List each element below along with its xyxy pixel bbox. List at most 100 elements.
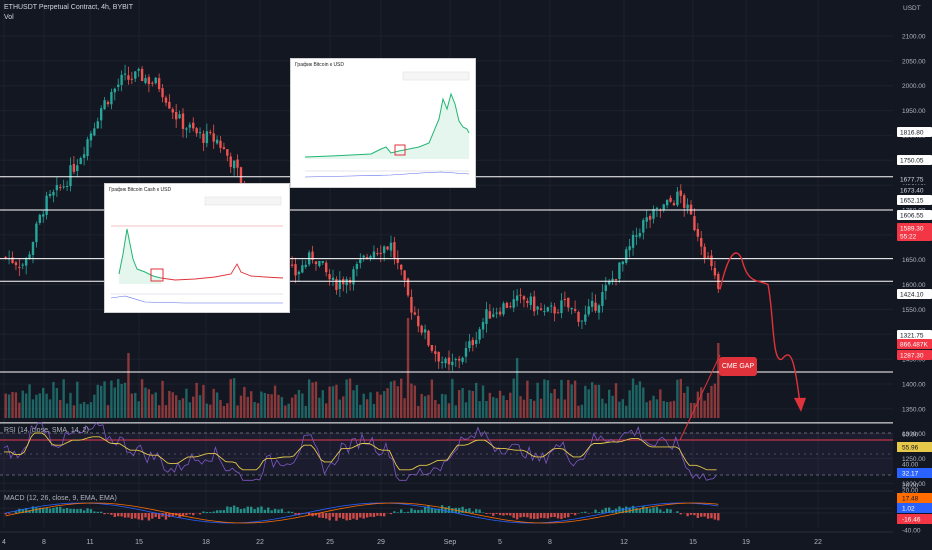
macd-histogram-bar — [560, 513, 563, 520]
macd-histogram-bar — [260, 506, 263, 513]
volume-bar — [243, 386, 246, 418]
volume-bar — [192, 396, 195, 418]
macd-value-badge — [897, 514, 932, 524]
volume-bar — [28, 384, 31, 418]
volume-bar — [151, 394, 154, 418]
candle-body — [665, 199, 669, 206]
volume-bar — [396, 386, 399, 418]
volume-bar — [488, 392, 492, 418]
macd-histogram-bar — [270, 510, 273, 513]
macd-histogram-bar — [410, 508, 413, 513]
level-price-badge — [897, 289, 932, 299]
candle-body — [226, 149, 229, 156]
candle-body — [567, 297, 570, 308]
volume-bar — [359, 404, 362, 418]
volume-bar — [475, 382, 478, 418]
cme-gap-label: CME GAP — [719, 357, 757, 376]
macd-histogram-bar — [659, 509, 662, 513]
volume-bar — [120, 383, 123, 418]
volume-bar — [560, 379, 563, 418]
symbol-title[interactable]: ETHUSDT Perpetual Contract, 4h, BYBIT — [4, 4, 134, 11]
btc-inset-chart: График Bitcoin к USD — [290, 58, 476, 188]
macd-histogram-bar — [338, 513, 342, 518]
candle-body — [62, 186, 65, 188]
volume-bar — [301, 393, 304, 418]
candle-body — [24, 258, 28, 266]
candle-body — [123, 73, 127, 75]
volume-bar — [222, 405, 226, 418]
volume-bar — [127, 353, 130, 418]
macd-histogram-bar — [543, 513, 546, 519]
macd-histogram-bar — [427, 505, 430, 513]
volume-bar — [573, 380, 577, 418]
candle-body — [140, 68, 144, 82]
volume-bar — [93, 394, 96, 418]
macd-histogram-bar — [625, 506, 628, 513]
macd-histogram-bar — [635, 508, 638, 513]
candle-body — [693, 216, 696, 231]
candle-body — [294, 264, 297, 276]
volume-bar — [638, 381, 642, 418]
macd-histogram-bar — [539, 513, 543, 518]
macd-histogram-bar — [359, 513, 362, 518]
volume-bar — [202, 384, 205, 418]
level-price-label: 1606.55 — [900, 213, 924, 220]
volume-bar — [113, 387, 117, 418]
macd-histogram-bar — [215, 510, 219, 513]
macd-histogram-bar — [151, 513, 154, 519]
btc-inset-plot — [304, 71, 470, 178]
volume-bar — [106, 405, 110, 418]
volume-bar — [529, 399, 532, 418]
volume-bar — [420, 393, 423, 418]
candle-body — [215, 139, 219, 144]
macd-histogram-bar — [328, 513, 331, 521]
projection-arrowhead — [794, 397, 806, 412]
volume-bar — [236, 405, 239, 418]
macd-histogram-bar — [502, 513, 505, 516]
level-price-label: 1589.30 — [900, 226, 924, 233]
volume-bar — [256, 403, 260, 418]
volume-bar — [338, 399, 342, 418]
volume-bar — [311, 382, 314, 418]
candle-body — [28, 254, 31, 259]
candle-body — [601, 292, 604, 306]
time-tick-label: Sep — [444, 539, 457, 546]
volume-bar — [76, 381, 79, 418]
macd-histogram-bar — [495, 513, 498, 514]
volume-bar — [502, 395, 505, 418]
macd-histogram-bar — [181, 513, 185, 517]
rsi-tick-label: 20.00 — [902, 483, 919, 490]
volume-bar — [280, 397, 284, 418]
macd-histogram-bar — [389, 513, 393, 515]
macd-histogram-bar — [519, 513, 522, 518]
volume-bar — [171, 392, 174, 418]
candle-body — [495, 312, 498, 314]
volume-bar — [195, 382, 198, 418]
macd-histogram-bar — [376, 513, 379, 516]
macd-histogram-bar — [406, 511, 410, 513]
candle-body — [577, 311, 580, 322]
macd-histogram-bar — [417, 509, 420, 513]
volume-bar — [519, 396, 522, 418]
price-tick-label: 1950.00 — [902, 108, 926, 115]
candle-body — [154, 77, 157, 84]
volume-bar — [11, 392, 14, 418]
macd-histogram-bar — [294, 513, 297, 515]
macd-signal-line — [5, 502, 719, 524]
macd-histogram-bar — [607, 507, 611, 513]
candle-body — [120, 74, 123, 86]
macd-histogram-bar — [597, 512, 601, 513]
macd-histogram-bar — [645, 507, 648, 513]
candle-body — [621, 261, 625, 265]
rsi-tick-label: 40.00 — [902, 462, 919, 469]
volume-bar — [325, 403, 328, 418]
volume-bar — [457, 390, 461, 418]
time-tick-label: 15 — [689, 539, 697, 546]
price-axis[interactable]: USDT2100.002050.002000.001950.001900.001… — [893, 0, 932, 550]
time-axis[interactable]: 4 8 11 15 18 22 25 29 Sep 5 8 12 15 19 22 — [0, 531, 893, 546]
time-tick-label: 5 — [498, 539, 502, 546]
rsi-sma-line — [4, 432, 717, 471]
macd-histogram-bar — [127, 513, 130, 518]
macd-histogram-bar — [28, 509, 31, 513]
